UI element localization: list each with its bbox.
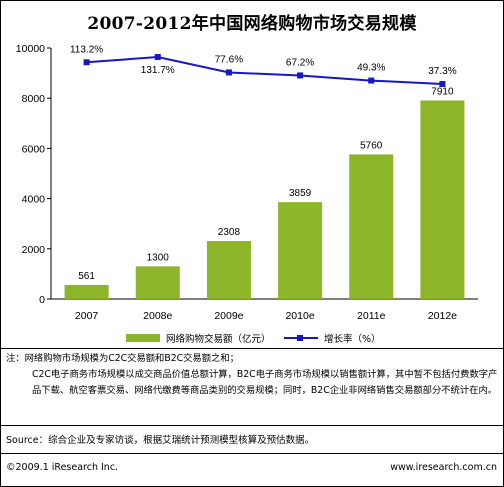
growth-point	[297, 72, 304, 79]
growth-label: 131.7%	[141, 65, 175, 76]
growth-line-path	[86, 55, 443, 85]
growth-label: 37.3%	[428, 66, 456, 77]
chart-title: 2007-2012年中国网络购物市场交易规模	[87, 14, 417, 34]
y-tick-labels: 0 2000 4000 6000 8000 10000	[16, 43, 45, 306]
bar	[64, 284, 109, 299]
notes: 注：网络购物市场规模为C2C交易额和B2C交易额之和； C2C电子商务市场规模以…	[6, 351, 498, 399]
legend-bar-swatch	[126, 334, 160, 342]
source-text: Source：综合企业及专家访谈，根据艾瑞统计预测模型核算及预估数据。	[6, 435, 315, 446]
bars	[64, 100, 465, 299]
divider	[1, 348, 503, 349]
divider	[1, 453, 503, 454]
growth-label: 67.2%	[286, 57, 314, 68]
bar-value-label: 3859	[289, 188, 312, 199]
x-tick-label: 2007	[75, 310, 99, 322]
legend-line-swatch	[284, 334, 318, 342]
bar	[349, 154, 394, 299]
bar-value-label: 5760	[360, 140, 383, 151]
growth-line	[83, 54, 446, 87]
x-tick-labels: 2007 2008e 2009e 2010e 2011e 2012e	[75, 310, 457, 322]
legend-item-line: 增长率（%）	[284, 331, 381, 345]
website-link[interactable]: www.iresearch.com.cn	[390, 462, 497, 473]
bar	[420, 100, 465, 299]
note-line: 注：网络购物市场规模为C2C交易额和B2C交易额之和；	[6, 353, 239, 364]
growth-point	[439, 81, 446, 87]
axes	[47, 47, 478, 300]
bar-value-labels: 561 1300 2308 3859 5760 7910	[78, 86, 454, 281]
y-tick-label: 2000	[22, 244, 46, 256]
y-tick-label: 0	[39, 294, 45, 306]
legend-bar-label: 网络购物交易额（亿元）	[166, 334, 271, 345]
bar-value-label: 7910	[431, 86, 454, 97]
chart-plot: 0 2000 4000 6000 8000 10000 561 1300 2308 3859 57…	[16, 43, 478, 322]
y-tick-label: 4000	[22, 194, 46, 206]
bar-value-label: 1300	[147, 252, 170, 263]
legend-line-label: 增长率（%）	[324, 334, 381, 345]
bar-value-label: 2308	[218, 227, 241, 238]
y-tick-label: 8000	[22, 93, 46, 105]
growth-labels: 113.2% 131.7% 77.6% 67.2% 49.3% 37.3%	[70, 44, 457, 77]
growth-point	[368, 77, 375, 84]
bar	[135, 266, 180, 299]
x-tick-label: 2009e	[214, 310, 243, 322]
x-tick-label: 2008e	[143, 310, 172, 322]
bar	[206, 241, 251, 299]
legend-item-bar: 网络购物交易额（亿元）	[126, 331, 271, 345]
growth-label: 113.2%	[70, 44, 103, 55]
growth-label: 77.6%	[215, 54, 243, 65]
copyright-text: ©2009.1 iResearch Inc.	[6, 462, 119, 473]
x-tick-label: 2011e	[357, 310, 386, 322]
y-tick-label: 6000	[22, 143, 46, 155]
growth-point	[83, 59, 90, 66]
bar	[278, 202, 323, 299]
x-tick-label: 2010e	[285, 310, 314, 322]
legend: 网络购物交易额（亿元） 增长率（%）	[126, 331, 426, 345]
growth-point	[154, 54, 161, 60]
growth-point	[225, 69, 232, 76]
y-tick-label: 10000	[16, 43, 45, 55]
growth-label: 49.3%	[357, 63, 385, 74]
divider	[1, 425, 503, 426]
bar-value-label: 561	[78, 271, 95, 282]
note-line: C2C电子商务市场规模以成交商品价值总额计算，B2C电子商务市场规模以销售额计算…	[32, 369, 498, 396]
x-tick-label: 2012e	[428, 310, 457, 322]
